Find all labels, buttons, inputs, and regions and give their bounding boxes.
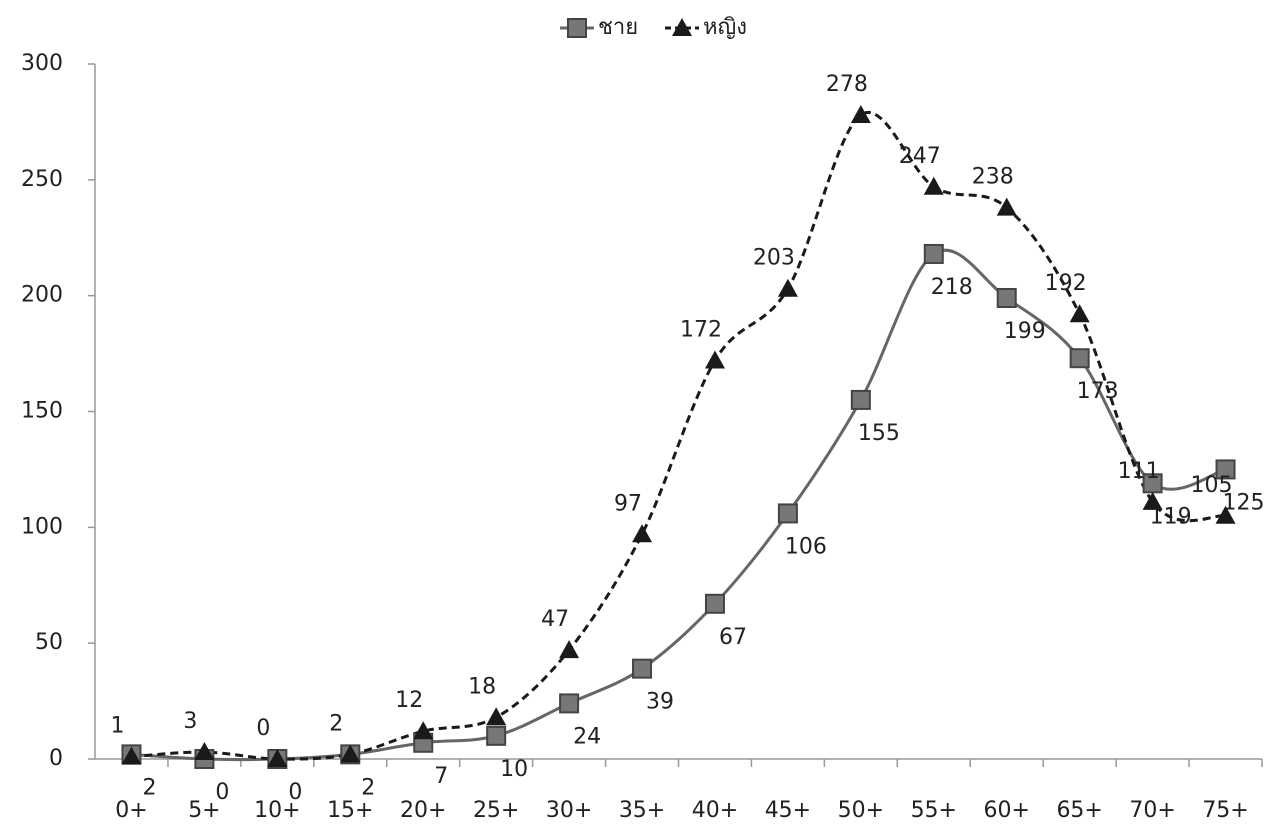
triangle-marker <box>340 744 361 763</box>
x-tick-label: 5+ <box>188 798 220 823</box>
data-label: 3 <box>183 709 197 734</box>
x-tick-label: 65+ <box>1056 798 1102 823</box>
x-tick-label: 30+ <box>546 798 592 823</box>
data-label: 238 <box>972 165 1014 190</box>
data-label: 247 <box>899 144 941 169</box>
data-label: 278 <box>826 72 868 97</box>
y-tick-label: 50 <box>35 630 63 655</box>
y-tick-label: 200 <box>21 283 63 308</box>
triangle-marker <box>777 278 798 297</box>
triangle-marker <box>1069 304 1090 323</box>
data-label: 2 <box>142 775 156 800</box>
triangle-marker <box>121 746 142 765</box>
x-tick-label: 50+ <box>838 798 884 823</box>
triangle-marker <box>559 640 580 659</box>
data-label: 173 <box>1077 379 1119 404</box>
data-label: 97 <box>614 491 642 516</box>
series-line <box>131 111 1226 761</box>
data-label: 199 <box>1004 319 1046 344</box>
triangle-marker <box>413 721 434 740</box>
data-label: 106 <box>785 534 827 559</box>
x-tick-label: 40+ <box>692 798 738 823</box>
data-label: 47 <box>541 607 569 632</box>
data-label: 18 <box>468 674 496 699</box>
data-label: 111 <box>1118 459 1160 484</box>
triangle-marker <box>194 742 215 761</box>
data-label: 218 <box>931 275 973 300</box>
square-marker <box>567 18 587 38</box>
square-marker <box>1215 459 1236 480</box>
triangle-marker <box>672 18 692 36</box>
data-label: 1 <box>110 714 124 739</box>
y-tick-label: 300 <box>21 51 63 76</box>
data-label: 24 <box>573 724 601 749</box>
data-label: 192 <box>1045 271 1087 296</box>
x-tick-label: 10+ <box>254 798 300 823</box>
x-tick-label: 0+ <box>115 798 147 823</box>
triangle-marker <box>1142 491 1163 510</box>
square-marker <box>777 503 798 524</box>
legend-label: หญิง <box>703 15 747 40</box>
square-marker <box>704 593 725 614</box>
square-marker <box>559 693 580 714</box>
square-marker <box>850 389 871 410</box>
y-tick-label: 0 <box>49 746 63 771</box>
x-tick-label: 15+ <box>327 798 373 823</box>
legend-label: ชาย <box>598 15 638 40</box>
data-label: 155 <box>858 421 900 446</box>
x-tick-label: 55+ <box>911 798 957 823</box>
data-label: 125 <box>1223 490 1265 515</box>
x-tick-label: 75+ <box>1202 798 1248 823</box>
data-label: 10 <box>500 757 528 782</box>
data-label: 67 <box>719 625 747 650</box>
triangle-marker <box>486 707 507 726</box>
triangle-marker <box>1215 505 1236 524</box>
triangle-marker <box>267 749 288 767</box>
x-tick-label: 70+ <box>1129 798 1175 823</box>
data-label: 39 <box>646 690 674 715</box>
data-label: 0 <box>288 780 302 805</box>
square-marker <box>923 243 944 264</box>
triangle-marker <box>996 197 1017 216</box>
data-label: 2 <box>361 775 375 800</box>
x-tick-label: 25+ <box>473 798 519 823</box>
data-label: 2 <box>329 711 343 736</box>
triangle-marker <box>850 104 871 123</box>
x-tick-label: 35+ <box>619 798 665 823</box>
data-label: 12 <box>395 688 423 713</box>
x-tick-label: 60+ <box>984 798 1030 823</box>
square-marker <box>486 725 507 746</box>
data-label: 0 <box>256 716 270 741</box>
x-tick-label: 45+ <box>765 798 811 823</box>
triangle-marker <box>704 350 725 369</box>
triangle-marker <box>632 524 653 543</box>
data-label: 7 <box>434 764 448 789</box>
square-marker <box>632 658 653 679</box>
square-marker <box>996 287 1017 308</box>
x-tick-label: 20+ <box>400 798 446 823</box>
y-tick-label: 100 <box>21 514 63 539</box>
y-tick-label: 250 <box>21 167 63 192</box>
y-tick-label: 150 <box>21 399 63 424</box>
data-label: 105 <box>1191 473 1233 498</box>
series-line <box>131 248 1226 762</box>
square-marker <box>1069 348 1090 369</box>
data-label: 203 <box>753 246 795 271</box>
data-label: 172 <box>680 318 722 343</box>
data-label: 0 <box>215 780 229 805</box>
triangle-marker <box>923 176 944 195</box>
